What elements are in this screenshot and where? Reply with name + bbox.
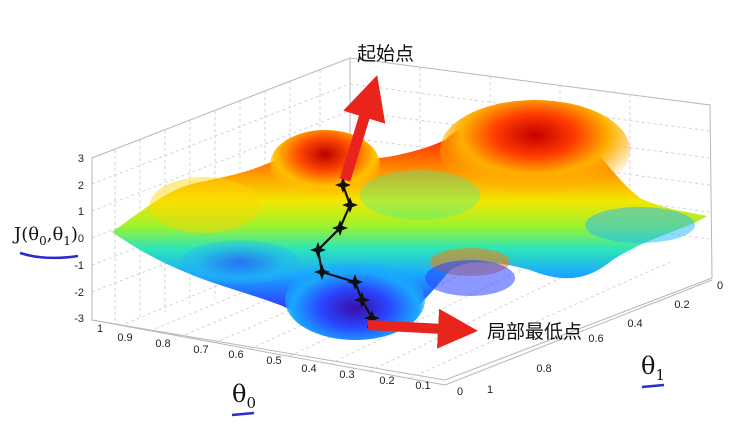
theta0-tick: 0.4	[301, 363, 316, 375]
theta1-axis-label: θ1	[641, 352, 665, 389]
theta1-tick: 0.8	[536, 363, 551, 375]
z-tick: -1	[74, 260, 84, 272]
z-tick: 1	[78, 206, 84, 218]
theta0-tick: 1	[97, 323, 103, 335]
z-tick: 3	[78, 153, 84, 165]
theta0-underline	[231, 411, 255, 417]
theta0-axis-ticks: 1 0.9 0.8 0.7 0.6 0.5 0.4 0.3 0.2 0.1 0	[97, 323, 463, 398]
theta0-tick: 0	[457, 386, 463, 398]
theta0-tick: 0.7	[193, 344, 208, 356]
theta0-tick: 0.6	[228, 349, 243, 361]
cost-surface	[112, 100, 707, 340]
minimum-arrow	[367, 308, 478, 349]
theta0-tick: 0.8	[155, 338, 170, 350]
z-label-underline	[19, 251, 79, 260]
z-axis-label: J(θ0,θ1)	[12, 224, 79, 260]
z-tick: 0	[78, 233, 84, 245]
theta0-tick: 0.9	[117, 332, 132, 344]
z-tick: -3	[74, 313, 84, 325]
start-point-label: 起始点	[357, 43, 414, 65]
start-arrow	[339, 75, 386, 182]
theta0-tick: 0.5	[266, 355, 281, 367]
theta1-tick: 0.6	[588, 333, 603, 345]
theta1-tick: 0.2	[674, 299, 689, 311]
theta1-axis-ticks: 0 0.2 0.4 0.6 0.8 1	[487, 280, 723, 396]
svg-text:θ0: θ0	[232, 380, 256, 412]
z-tick: 2	[78, 180, 84, 192]
local-minimum-label: 局部最低点	[487, 321, 582, 343]
descent-path	[310, 177, 380, 329]
theta0-axis-label: θ0	[231, 380, 256, 417]
z-axis-ticks: 3 2 1 0 -1 -2 -3	[74, 153, 84, 325]
theta0-tick: 0.3	[339, 369, 354, 381]
theta0-tick: 0.1	[415, 380, 430, 392]
svg-text:θ1: θ1	[641, 352, 665, 384]
theta1-underline	[641, 383, 665, 389]
theta1-tick: 1	[487, 384, 493, 396]
z-tick: -2	[74, 287, 84, 299]
theta1-tick: 0.4	[627, 318, 642, 330]
svg-text:J(θ0,θ1): J(θ0,θ1)	[12, 224, 78, 248]
theta1-tick: 0	[717, 280, 723, 292]
theta0-tick: 0.2	[379, 375, 394, 387]
